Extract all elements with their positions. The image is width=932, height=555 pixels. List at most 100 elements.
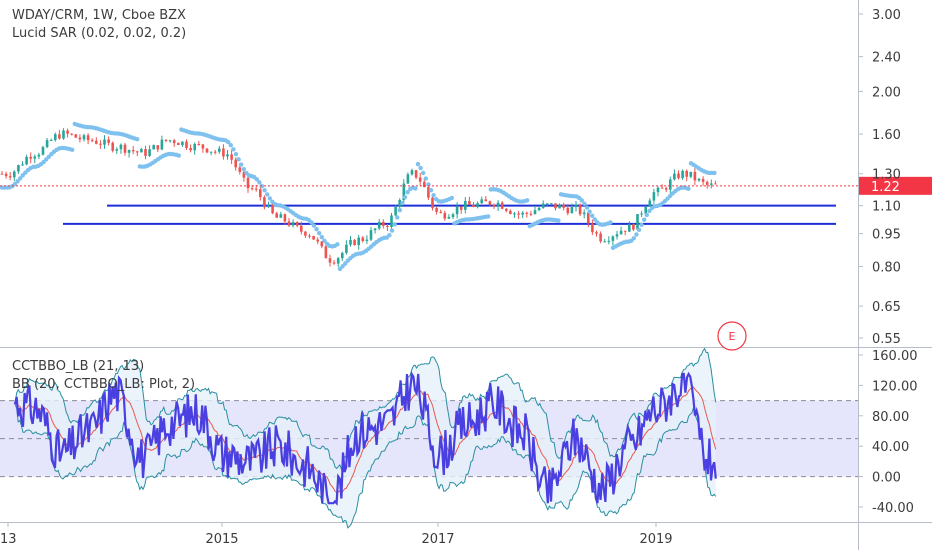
candle-47 bbox=[193, 142, 196, 155]
candle-126 bbox=[517, 211, 520, 219]
candle-117 bbox=[480, 196, 483, 204]
candle-body bbox=[710, 183, 713, 185]
candle-body bbox=[697, 178, 701, 181]
sar-dot-234 bbox=[608, 220, 613, 225]
candle-139 bbox=[570, 203, 574, 214]
candle-body bbox=[459, 206, 463, 210]
candle-body bbox=[443, 212, 447, 219]
candle-body bbox=[345, 244, 348, 253]
sar-dot-131 bbox=[340, 264, 345, 269]
candle-body bbox=[644, 206, 647, 214]
candle-56 bbox=[230, 149, 233, 164]
sar-dot-93 bbox=[241, 167, 246, 172]
candle-170 bbox=[697, 177, 701, 183]
candle-body bbox=[521, 212, 524, 215]
candle-35 bbox=[144, 145, 147, 160]
candle-33 bbox=[136, 150, 139, 157]
candle-123 bbox=[505, 208, 508, 213]
candle-38 bbox=[156, 145, 160, 153]
sar-dots bbox=[0, 121, 717, 272]
candle-body bbox=[90, 140, 94, 142]
candle-body bbox=[533, 210, 537, 215]
candle-19 bbox=[78, 134, 82, 143]
candle-81 bbox=[332, 259, 336, 265]
candle-body bbox=[58, 134, 61, 139]
sar-legend: Lucid SAR (0.02, 0.02, 0.2) bbox=[12, 26, 187, 41]
candle-body bbox=[37, 154, 41, 157]
candle-body bbox=[74, 134, 78, 138]
candle-body bbox=[472, 204, 475, 207]
candle-body bbox=[205, 148, 209, 153]
candle-body bbox=[287, 221, 291, 226]
candle-body bbox=[648, 200, 652, 207]
candle-body bbox=[517, 213, 520, 215]
bb-basis bbox=[14, 386, 717, 494]
candle-100 bbox=[410, 168, 414, 176]
candle-body bbox=[95, 140, 98, 144]
candle-66 bbox=[271, 203, 274, 215]
candle-body bbox=[640, 213, 643, 215]
candle-29 bbox=[119, 143, 123, 154]
sar-dot-121 bbox=[314, 226, 319, 232]
candle-159 bbox=[652, 188, 656, 204]
candle-body bbox=[250, 188, 254, 190]
osc-tick-label: -40.00 bbox=[872, 501, 914, 516]
candle-body bbox=[390, 215, 393, 228]
candle-128 bbox=[525, 211, 529, 218]
sar-dot-223 bbox=[579, 198, 584, 203]
sar-dot-149 bbox=[387, 233, 392, 238]
candle-body bbox=[156, 145, 160, 150]
candle-body bbox=[13, 171, 16, 178]
candle-body bbox=[505, 208, 508, 211]
candle-167 bbox=[685, 169, 688, 182]
candle-65 bbox=[267, 201, 270, 208]
candle-body bbox=[427, 187, 430, 198]
candle-84 bbox=[345, 240, 348, 255]
last-price-label-bg bbox=[859, 176, 932, 195]
candle-body bbox=[669, 179, 672, 190]
sar-dot-227 bbox=[590, 213, 595, 218]
candle-body bbox=[54, 134, 57, 141]
candle-body bbox=[209, 151, 213, 153]
candle-48 bbox=[197, 140, 201, 146]
candle-46 bbox=[189, 144, 192, 153]
sar-dot-102 bbox=[265, 192, 270, 197]
candle-body bbox=[8, 176, 12, 178]
candle-body bbox=[636, 214, 639, 230]
candle-121 bbox=[496, 200, 500, 212]
osc-tick-label: 160.00 bbox=[872, 349, 918, 364]
candle-body bbox=[111, 142, 114, 151]
sar-dot-150 bbox=[389, 228, 395, 233]
candle-body bbox=[447, 217, 451, 219]
candle-152 bbox=[623, 230, 627, 236]
candle-body bbox=[82, 135, 86, 140]
candle-161 bbox=[660, 184, 664, 189]
candle-31 bbox=[127, 149, 131, 158]
candle-14 bbox=[58, 129, 61, 140]
sar-dot-129 bbox=[335, 242, 340, 247]
candle-140 bbox=[574, 201, 578, 212]
candle-body bbox=[115, 149, 119, 151]
candle-30 bbox=[123, 142, 127, 156]
candle-body bbox=[492, 204, 496, 207]
candle-body bbox=[673, 173, 676, 180]
candle-body bbox=[25, 156, 28, 165]
candle-body bbox=[377, 221, 381, 229]
candle-148 bbox=[607, 236, 611, 245]
sar-dot-154 bbox=[400, 201, 405, 206]
candle-body bbox=[127, 150, 131, 153]
candle-93 bbox=[382, 219, 385, 229]
candle-92 bbox=[377, 219, 381, 231]
candle-body bbox=[21, 164, 24, 166]
candle-50 bbox=[205, 148, 209, 154]
sar-dot-119 bbox=[309, 220, 314, 225]
candle-8 bbox=[33, 154, 37, 164]
candles bbox=[0, 128, 717, 268]
candle-125 bbox=[513, 212, 516, 218]
candle-body bbox=[144, 149, 147, 156]
candle-body bbox=[685, 170, 688, 177]
candle-54 bbox=[222, 144, 225, 160]
candle-body bbox=[607, 240, 611, 242]
candle-body bbox=[185, 141, 188, 149]
candle-129 bbox=[529, 210, 533, 217]
